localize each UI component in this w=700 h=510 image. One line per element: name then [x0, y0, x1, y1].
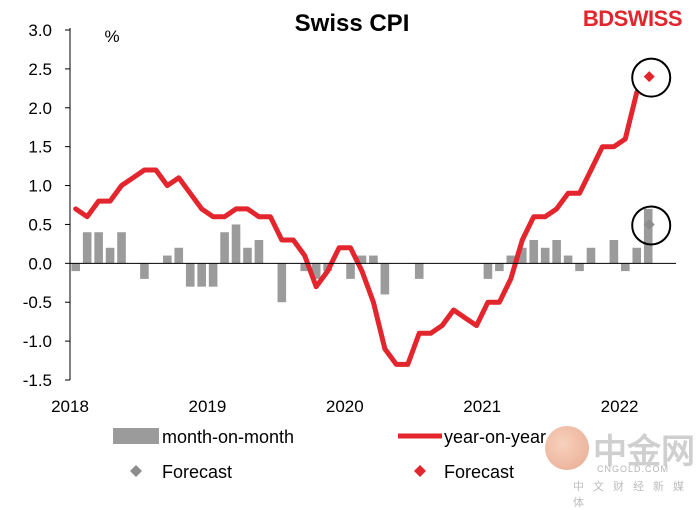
mom-bar	[197, 263, 206, 287]
mom-bar	[277, 263, 287, 303]
y-tick-label: 1.0	[28, 177, 52, 196]
legend-mom-swatch	[113, 428, 159, 444]
y-tick-label: 3.0	[28, 21, 52, 40]
y-tick-label: 0.0	[28, 254, 52, 273]
mom-bars	[71, 208, 653, 303]
legend-forecast-yoy-diamond-icon	[414, 465, 426, 477]
mom-bar	[563, 255, 573, 264]
mom-bar	[185, 263, 195, 287]
y-tick-label: 0.5	[28, 215, 52, 234]
mom-bar	[495, 263, 504, 272]
mom-bar	[174, 247, 184, 264]
mom-bar	[346, 263, 355, 279]
cngold-logo-icon	[545, 426, 589, 470]
chart-title: Swiss CPI	[295, 10, 410, 37]
mom-bar	[575, 263, 584, 272]
mom-bar	[414, 263, 424, 279]
mom-bar	[311, 263, 321, 279]
x-tick-label: 2020	[326, 397, 364, 416]
mom-bar	[643, 208, 653, 264]
y-axis-ticks: 3.0 2.5 2.0 1.5 1.0 0.5 0.0 -0.5 -1.0 -1.5	[23, 21, 70, 390]
swiss-cpi-chart: Swiss CPI % 3.0 2.5 2.0 1.5 1.0 0.5 0.0 -0.5 -1.…	[23, 10, 676, 482]
watermark-url: CNGOLD.COM	[597, 464, 670, 474]
mom-bar	[140, 263, 149, 279]
forecast-markers	[631, 57, 672, 246]
forecast-highlight-circle	[631, 205, 672, 246]
axes	[69, 28, 676, 380]
forecast-highlight-circle	[631, 57, 672, 98]
mom-bar	[300, 263, 310, 272]
x-tick-label: 2021	[463, 397, 501, 416]
yoy-line	[73, 89, 640, 367]
y-tick-label: -1.0	[23, 332, 52, 351]
legend-mom-label: month-on-month	[162, 427, 294, 447]
watermark-chinese: 中金网	[593, 432, 695, 472]
mom-bar	[82, 232, 92, 264]
mom-bar	[231, 224, 241, 264]
mom-bar	[380, 263, 390, 295]
mom-bar	[621, 263, 630, 272]
mom-bar	[220, 232, 229, 264]
mom-bar	[208, 263, 218, 287]
forecast-diamond-icon	[643, 71, 655, 83]
mom-bar	[506, 255, 516, 264]
mom-bar	[483, 263, 493, 279]
y-tick-label: 2.0	[28, 99, 52, 118]
legend-forecast-yoy-label: Forecast	[444, 462, 514, 482]
legend-yoy-label: year-on-year	[444, 427, 546, 447]
mom-bar	[71, 263, 81, 272]
mom-bar	[117, 232, 126, 264]
legend-forecast-mom-label: Forecast	[162, 462, 232, 482]
mom-bar	[540, 247, 550, 264]
mom-bar	[552, 240, 561, 264]
mom-bar	[105, 247, 115, 264]
forecast-diamond-icon	[643, 218, 655, 230]
y-tick-label: 2.5	[28, 60, 52, 79]
watermark-subtitle: 中文财经新媒体	[573, 480, 693, 509]
mom-bar	[369, 255, 378, 264]
mom-bar	[517, 247, 527, 264]
legend-forecast-mom-diamond-icon	[130, 465, 142, 477]
mom-bar	[94, 232, 103, 264]
mom-bar	[163, 255, 172, 264]
mom-bar	[609, 240, 619, 264]
y-tick-label: -1.5	[23, 371, 52, 390]
mom-bar	[243, 247, 252, 264]
x-axis-ticks: 2018 2019 2020 2021 2022	[51, 397, 638, 416]
y-tick-label: 1.5	[28, 138, 52, 157]
bdswiss-logo: BDSWISS	[582, 6, 683, 31]
mom-bar	[254, 240, 264, 264]
x-tick-label: 2019	[188, 397, 226, 416]
x-tick-label: 2022	[601, 397, 639, 416]
mom-bar	[357, 255, 367, 264]
mom-bar	[529, 240, 539, 264]
mom-bar	[586, 247, 596, 264]
y-axis-unit-label: %	[104, 27, 119, 46]
x-tick-label: 2018	[51, 397, 89, 416]
mom-bar	[632, 247, 642, 264]
cngold-watermark: 中金网 CNGOLD.COM 中文财经新媒体	[545, 422, 695, 509]
y-tick-label: -0.5	[23, 293, 52, 312]
